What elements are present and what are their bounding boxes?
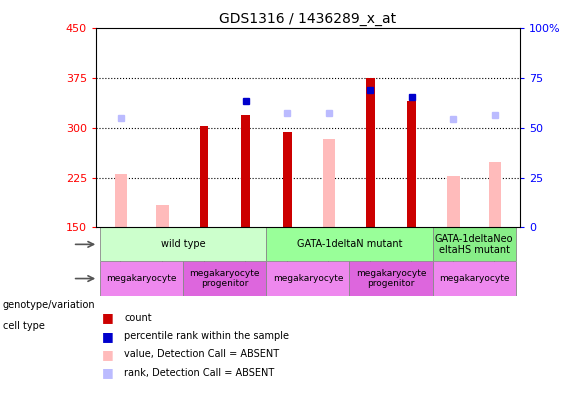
- Bar: [100, 262, 183, 296]
- Bar: [100, 227, 266, 262]
- Text: ■: ■: [102, 348, 114, 361]
- Bar: [433, 227, 516, 262]
- Text: ■: ■: [102, 366, 114, 379]
- Bar: [447, 175, 459, 227]
- Text: ■: ■: [102, 330, 114, 343]
- Text: GATA-1deltaNeo
eltaHS mutant: GATA-1deltaNeo eltaHS mutant: [435, 234, 514, 255]
- Text: percentile rank within the sample: percentile rank within the sample: [124, 331, 289, 341]
- Bar: [366, 78, 375, 227]
- Text: megakaryocyte: megakaryocyte: [106, 274, 177, 283]
- Bar: [266, 227, 433, 262]
- Text: megakaryocyte: megakaryocyte: [439, 274, 510, 283]
- Bar: [241, 115, 250, 227]
- Text: ■: ■: [102, 311, 114, 324]
- Bar: [489, 162, 501, 227]
- Text: wild type: wild type: [161, 239, 206, 249]
- Bar: [157, 205, 169, 227]
- Text: rank, Detection Call = ABSENT: rank, Detection Call = ABSENT: [124, 368, 275, 377]
- Text: megakaryocyte
progenitor: megakaryocyte progenitor: [356, 269, 426, 288]
- Bar: [183, 262, 266, 296]
- Bar: [323, 139, 335, 227]
- Bar: [266, 262, 350, 296]
- Title: GDS1316 / 1436289_x_at: GDS1316 / 1436289_x_at: [219, 12, 397, 26]
- Bar: [350, 262, 433, 296]
- Text: GATA-1deltaN mutant: GATA-1deltaN mutant: [297, 239, 402, 249]
- Bar: [283, 132, 292, 227]
- Text: megakaryocyte
progenitor: megakaryocyte progenitor: [190, 269, 260, 288]
- Text: count: count: [124, 313, 152, 323]
- Text: value, Detection Call = ABSENT: value, Detection Call = ABSENT: [124, 350, 280, 359]
- Bar: [115, 174, 127, 227]
- Bar: [433, 262, 516, 296]
- Text: genotype/variation: genotype/variation: [3, 300, 95, 309]
- Text: megakaryocyte: megakaryocyte: [273, 274, 343, 283]
- Bar: [407, 101, 416, 227]
- Text: cell type: cell type: [3, 321, 45, 331]
- Bar: [199, 126, 208, 227]
